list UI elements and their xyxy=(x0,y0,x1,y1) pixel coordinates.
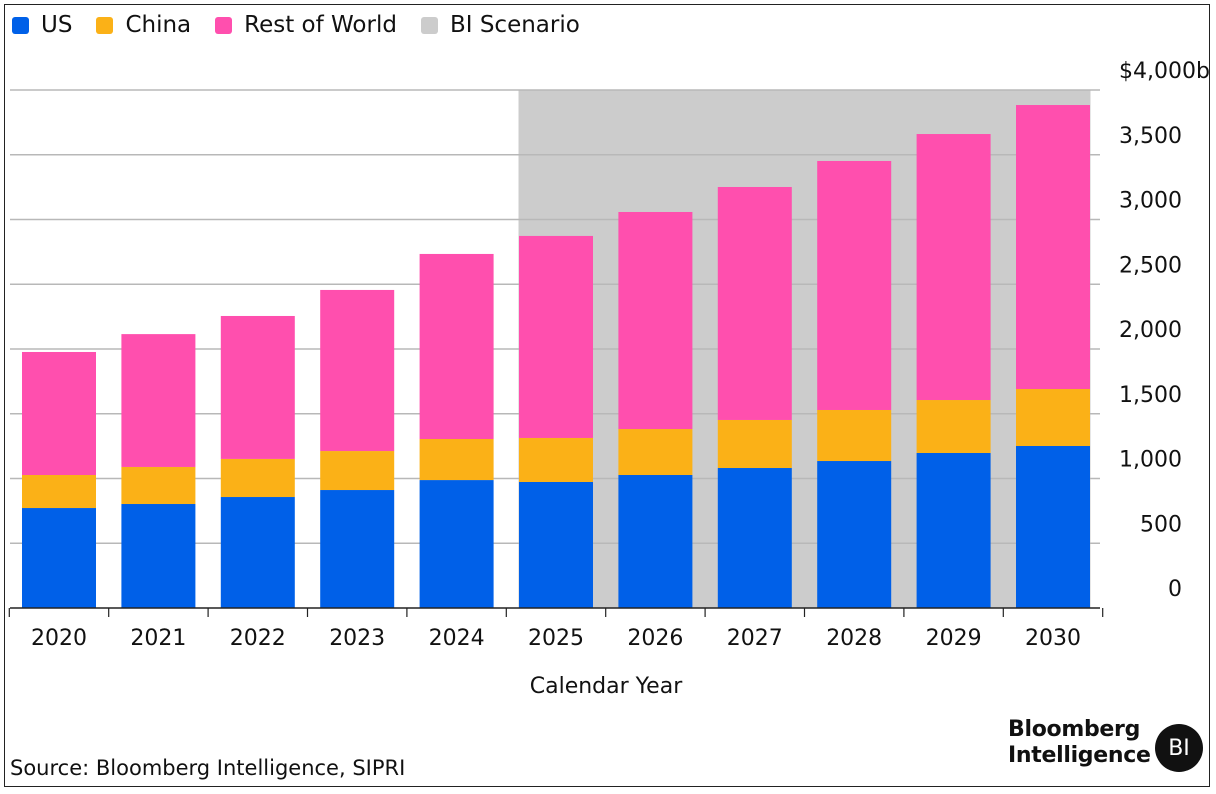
bar-china-2024 xyxy=(419,439,494,481)
legend-item-bi-scenario: BI Scenario xyxy=(420,12,580,38)
legend-label-china: China xyxy=(125,12,192,38)
bar-rest-of-world-2025 xyxy=(519,235,593,438)
bar-rest-of-world-2023 xyxy=(320,289,395,452)
y-tick-label-3000: 3,000 xyxy=(1119,189,1182,214)
x-tick-label-2022: 2022 xyxy=(230,626,286,651)
bar-rest-of-world-2021 xyxy=(121,334,196,467)
bar-us-2022 xyxy=(220,497,295,608)
legend-item-china: China xyxy=(96,12,191,38)
bar-china-2020 xyxy=(22,475,96,509)
legend-swatch-us xyxy=(12,16,29,34)
y-tick-label-2500: 2,500 xyxy=(1119,253,1182,278)
legend: US China Rest of World BI Scenario xyxy=(12,12,604,38)
bar-china-2023 xyxy=(320,451,395,491)
bar-us-2023 xyxy=(320,490,395,608)
x-tick-label-2023: 2023 xyxy=(329,626,385,651)
x-tick-label-2025: 2025 xyxy=(528,626,584,651)
x-tick-label-2021: 2021 xyxy=(130,626,186,651)
x-tick-label-2027: 2027 xyxy=(727,626,783,651)
chart-frame xyxy=(4,4,1210,787)
bar-china-2030 xyxy=(1016,389,1090,446)
y-tick-label-2000: 2,000 xyxy=(1119,318,1182,343)
bar-china-2027 xyxy=(717,419,792,469)
bar-rest-of-world-2029 xyxy=(916,134,991,401)
bar-china-2029 xyxy=(916,400,991,453)
x-tick-label-2029: 2029 xyxy=(926,626,982,651)
bar-us-2020 xyxy=(22,508,96,608)
source-note: Source: Bloomberg Intelligence, SIPRI xyxy=(10,756,406,780)
brand-line-2: Intelligence xyxy=(1008,743,1151,768)
legend-swatch-rest-of-world xyxy=(215,16,233,34)
bar-rest-of-world-2027 xyxy=(717,186,792,420)
bar-china-2021 xyxy=(121,466,196,505)
bar-rest-of-world-2022 xyxy=(220,315,295,459)
y-tick-label-4000: $4,000b xyxy=(1119,59,1210,84)
bar-rest-of-world-2028 xyxy=(817,160,892,410)
bar-us-2030 xyxy=(1016,445,1090,608)
bar-rest-of-world-2026 xyxy=(618,211,693,430)
bar-us-2029 xyxy=(916,452,991,608)
bar-us-2026 xyxy=(618,475,693,608)
y-tick-label-500: 500 xyxy=(1140,512,1182,537)
bar-us-2024 xyxy=(419,480,494,608)
legend-swatch-bi-scenario xyxy=(420,16,438,34)
x-tick-label-2020: 2020 xyxy=(31,626,87,651)
x-tick-label-2024: 2024 xyxy=(429,626,485,651)
bar-rest-of-world-2020 xyxy=(22,351,96,476)
legend-label-us: US xyxy=(41,12,73,38)
bar-us-2028 xyxy=(817,461,892,608)
brand-line-1: Bloomberg xyxy=(1008,717,1141,742)
bar-china-2026 xyxy=(618,429,693,476)
brand-badge-icon: BI xyxy=(1155,724,1203,772)
legend-label-bi-scenario: BI Scenario xyxy=(449,12,580,38)
x-tick-label-2028: 2028 xyxy=(826,626,882,651)
bar-china-2025 xyxy=(519,437,593,482)
x-tick-label-2030: 2030 xyxy=(1025,626,1081,651)
legend-label-rest-of-world: Rest of World xyxy=(244,12,397,38)
bar-us-2021 xyxy=(121,504,196,608)
bar-us-2027 xyxy=(717,468,792,608)
legend-item-rest-of-world: Rest of World xyxy=(215,12,397,38)
legend-item-us: US xyxy=(12,12,72,38)
bar-rest-of-world-2030 xyxy=(1016,105,1090,390)
bar-us-2025 xyxy=(519,481,593,608)
y-tick-label-3500: 3,500 xyxy=(1119,124,1182,149)
legend-swatch-china xyxy=(96,16,114,34)
x-tick-label-2026: 2026 xyxy=(627,626,683,651)
x-axis-title: Calendar Year xyxy=(530,674,683,699)
bar-china-2022 xyxy=(220,458,295,498)
y-tick-label-1500: 1,500 xyxy=(1119,383,1182,408)
y-tick-label-1000: 1,000 xyxy=(1119,448,1182,473)
bar-china-2028 xyxy=(817,409,892,462)
bar-rest-of-world-2024 xyxy=(419,253,494,440)
brand-logo-text: Bloomberg Intelligence xyxy=(1008,717,1151,769)
y-tick-label-0: 0 xyxy=(1168,577,1182,602)
